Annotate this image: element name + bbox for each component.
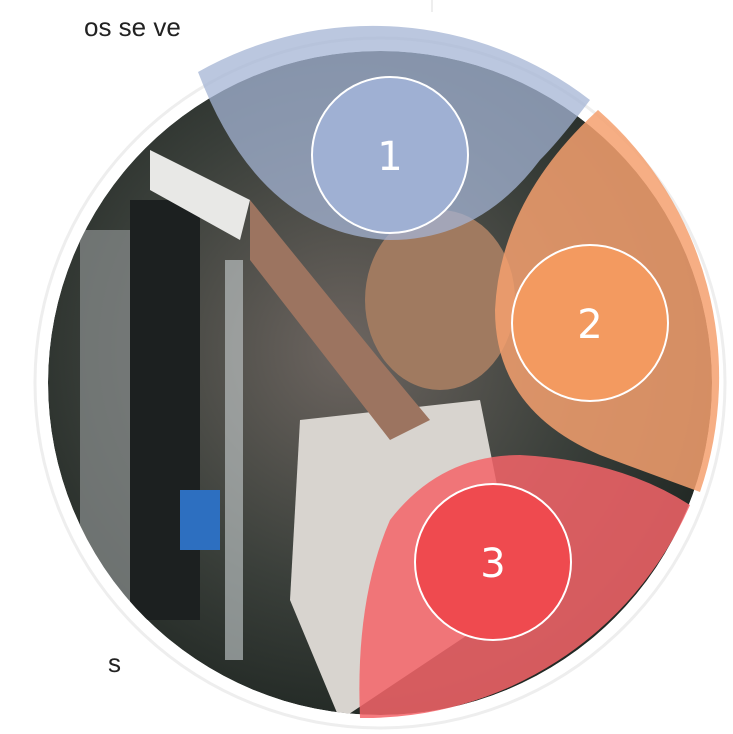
text-fragment: s [108,648,121,678]
step-number: 1 [377,134,402,180]
text-fragment: os se ve [84,12,181,42]
slide: os se ve s s 1 2 3 [0,0,733,734]
step-number: 3 [480,541,505,587]
page: os se ve s s 1 2 3 (() => { const data =… [0,0,733,734]
step-number: 2 [577,302,602,348]
